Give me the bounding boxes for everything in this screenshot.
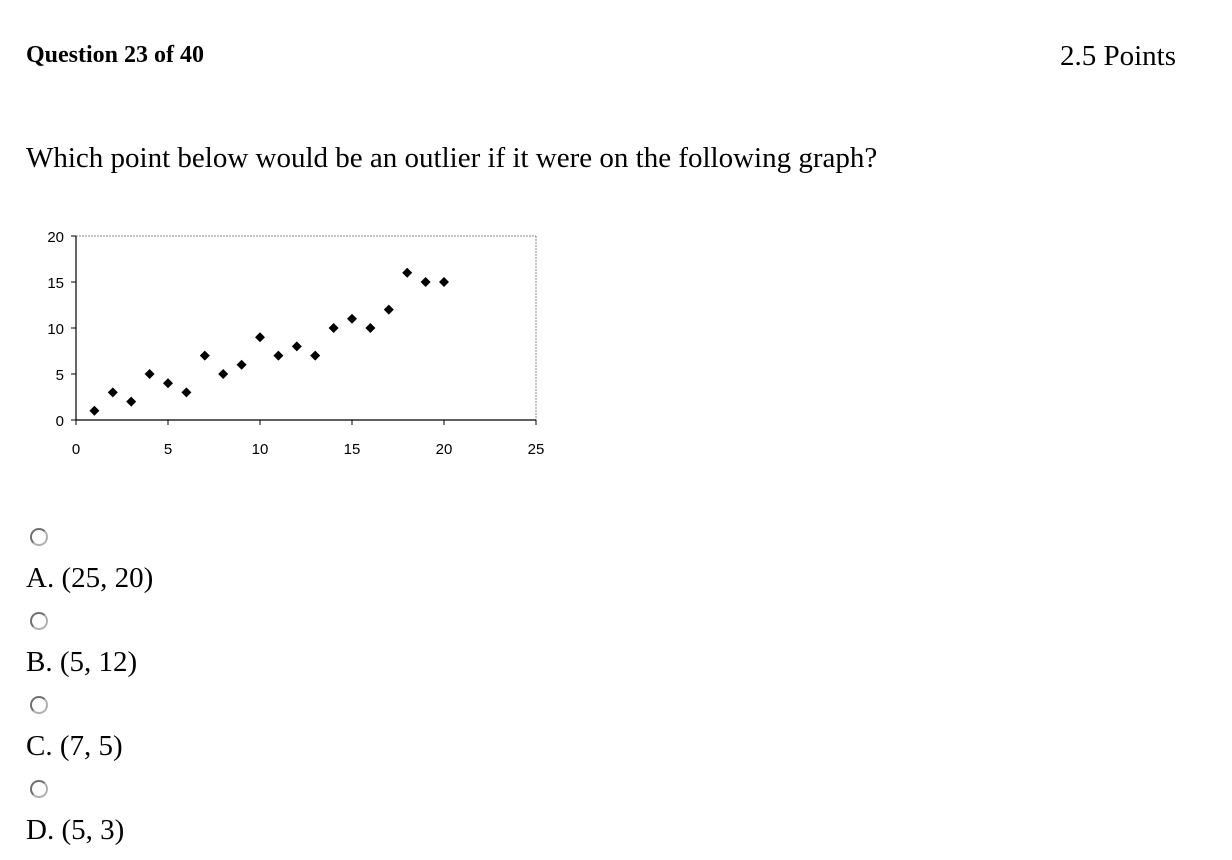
answer-options: A. (25, 20) B. (5, 12) C. (7, 5) D. (5, … (26, 524, 426, 860)
data-point (291, 341, 302, 352)
data-point (420, 277, 431, 287)
option-b[interactable]: B. (5, 12) (26, 608, 426, 692)
data-point (144, 369, 155, 379)
question-number: Question 23 of 40 (26, 42, 205, 68)
option-b-label[interactable]: B. (5, 12) (26, 646, 138, 678)
option-d-label[interactable]: D. (5, 3) (26, 814, 125, 846)
option-c[interactable]: C. (7, 5) (26, 692, 426, 776)
y-tick-label: 20 (47, 229, 64, 246)
y-tick-label: 15 (47, 275, 64, 292)
data-point (126, 396, 137, 407)
data-point (181, 387, 192, 398)
x-tick-label: 10 (252, 441, 269, 458)
option-d-radio[interactable] (30, 780, 48, 798)
x-tick-label: 0 (72, 441, 80, 458)
data-point (218, 369, 229, 379)
option-a[interactable]: A. (25, 20) (26, 524, 426, 608)
y-tick-label: 10 (47, 321, 64, 338)
data-point (439, 277, 449, 287)
option-c-radio[interactable] (30, 696, 48, 714)
question-header: Question 23 of 40 2.5 Points (26, 40, 1176, 74)
data-point (199, 350, 210, 361)
y-tick-label: 5 (56, 367, 64, 384)
question-prompt: Which point below would be an outlier if… (26, 142, 878, 174)
option-c-label[interactable]: C. (7, 5) (26, 730, 123, 762)
option-d[interactable]: D. (5, 3) (26, 776, 426, 860)
x-tick-label: 5 (164, 441, 172, 458)
y-tick-label: 0 (56, 413, 64, 430)
x-tick-label: 20 (436, 441, 453, 458)
scatter-chart: 0 5 10 15 20 0 5 10 15 20 25 (24, 218, 564, 470)
data-point (347, 313, 357, 324)
data-point (365, 323, 376, 333)
data-point (383, 304, 394, 315)
question-points: 2.5 Points (1059, 40, 1176, 72)
data-point (107, 387, 118, 398)
data-point (163, 378, 173, 389)
data-point (273, 350, 284, 361)
x-tick-label: 15 (344, 441, 361, 458)
data-point (328, 323, 339, 333)
data-point (236, 359, 247, 370)
option-a-label[interactable]: A. (25, 20) (26, 562, 154, 594)
data-point (255, 332, 265, 343)
data-point (310, 350, 321, 361)
scatter-chart-svg: 0 5 10 15 20 0 5 10 15 20 25 (47, 229, 545, 458)
option-b-radio[interactable] (30, 612, 48, 630)
data-point (402, 267, 413, 278)
data-point (89, 405, 100, 416)
x-tick-label: 25 (528, 441, 545, 458)
option-a-radio[interactable] (30, 528, 48, 546)
